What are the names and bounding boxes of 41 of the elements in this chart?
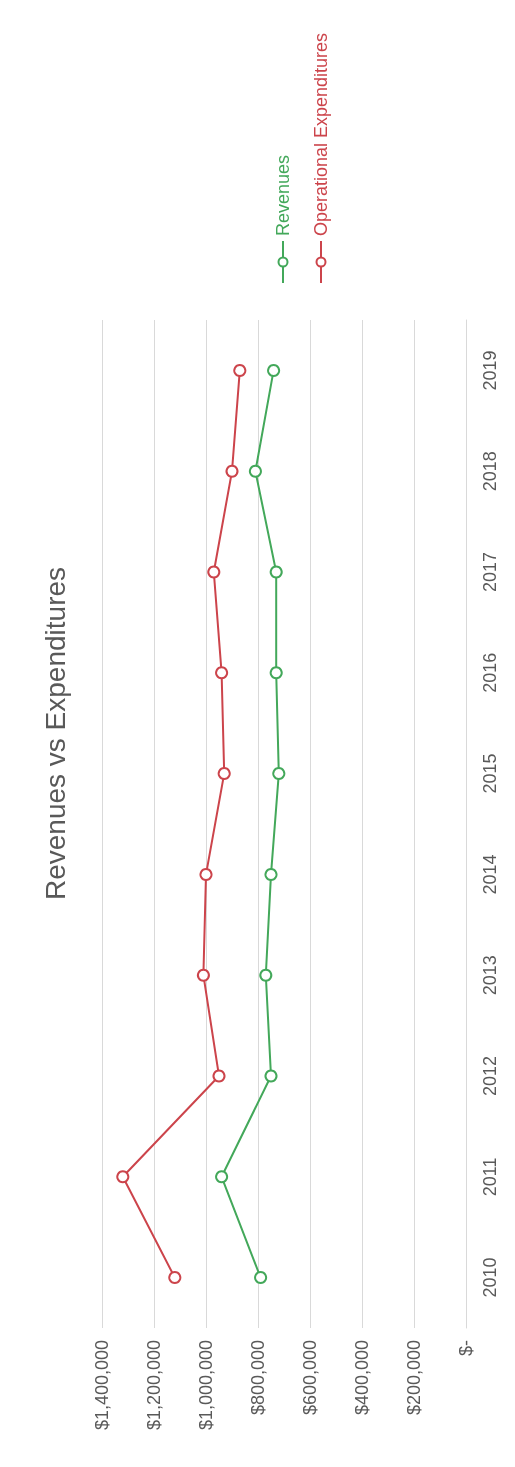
point bbox=[215, 1170, 229, 1184]
x-tick-label: $400,000 bbox=[352, 1340, 372, 1416]
text: Revenues vs Expenditures bbox=[39, 566, 71, 901]
point bbox=[225, 464, 239, 478]
point bbox=[196, 968, 210, 982]
text: Revenues bbox=[273, 154, 293, 236]
y-tick-label: 2017 bbox=[480, 551, 500, 593]
y-tick-label: 2015 bbox=[480, 753, 500, 794]
point bbox=[264, 1069, 278, 1083]
y-tick-label: 2016 bbox=[480, 652, 500, 693]
x-tick-label: $1,000,000 bbox=[196, 1340, 216, 1431]
x-tick-label: $200,000 bbox=[404, 1340, 424, 1416]
point bbox=[272, 767, 286, 781]
point bbox=[168, 1271, 182, 1285]
point bbox=[215, 666, 229, 680]
y-tick-label: 2019 bbox=[480, 350, 500, 391]
y-tick-label: 2014 bbox=[480, 854, 500, 895]
point bbox=[264, 867, 278, 881]
text: Operational Expenditures bbox=[311, 32, 331, 236]
x-tick-label: $1,200,000 bbox=[144, 1340, 164, 1431]
point bbox=[267, 363, 281, 377]
x-tick-label: $800,000 bbox=[248, 1340, 268, 1416]
x-tick-label: $- bbox=[456, 1340, 476, 1357]
x-tick-label: $1,400,000 bbox=[92, 1340, 112, 1431]
point bbox=[248, 464, 262, 478]
point bbox=[233, 363, 247, 377]
point bbox=[199, 867, 213, 881]
y-tick-label: 2018 bbox=[480, 451, 500, 492]
point bbox=[269, 565, 283, 579]
y-tick-label: 2013 bbox=[480, 955, 500, 996]
point bbox=[254, 1271, 268, 1285]
point bbox=[217, 767, 231, 781]
point bbox=[212, 1069, 226, 1083]
point bbox=[259, 968, 273, 982]
x-tick-label: $600,000 bbox=[300, 1340, 320, 1416]
y-tick-label: 2012 bbox=[480, 1055, 500, 1097]
point bbox=[207, 565, 221, 579]
y-tick-label: 2010 bbox=[480, 1257, 500, 1298]
point bbox=[116, 1170, 130, 1184]
point bbox=[269, 666, 283, 680]
y-tick-label: 2011 bbox=[480, 1157, 500, 1197]
